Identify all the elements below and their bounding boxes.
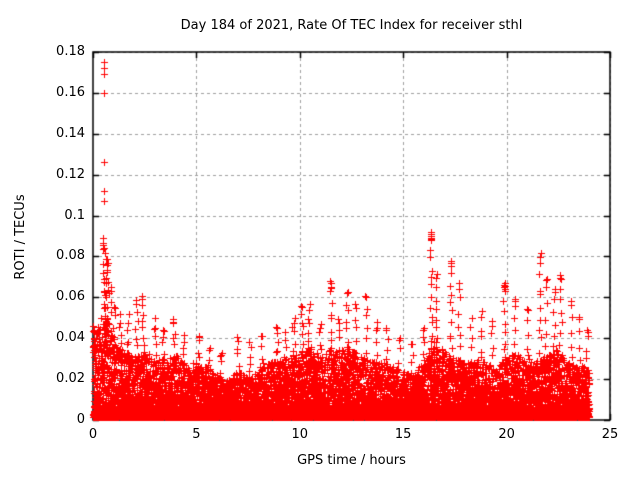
x-tick-label: 0 xyxy=(88,427,98,442)
chart-title: Day 184 of 2021, Rate Of TEC Index for r… xyxy=(180,18,523,33)
y-tick-label: 0.02 xyxy=(56,371,85,387)
y-tick-label: 0.18 xyxy=(56,44,85,59)
y-tick-label: 0.04 xyxy=(56,330,85,346)
y-axis-label: ROTI / TECUs xyxy=(13,194,28,280)
x-tick-label: 5 xyxy=(192,427,201,442)
x-tick-label: 15 xyxy=(394,427,412,442)
x-tick-label: 10 xyxy=(291,427,309,442)
x-tick-label: 20 xyxy=(498,427,515,442)
y-tick-label: 0.16 xyxy=(56,84,85,100)
y-tick-label: 0.06 xyxy=(56,289,85,305)
y-tick-label: 0.08 xyxy=(56,248,85,264)
y-tick-label: 0.12 xyxy=(56,166,85,182)
x-axis-label: GPS time / hours xyxy=(297,453,406,468)
x-tick-label: 25 xyxy=(601,427,619,442)
y-tick-label: 0 xyxy=(76,412,85,427)
y-tick-label: 0.14 xyxy=(56,125,85,141)
y-tick-label: 0.1 xyxy=(64,207,85,223)
